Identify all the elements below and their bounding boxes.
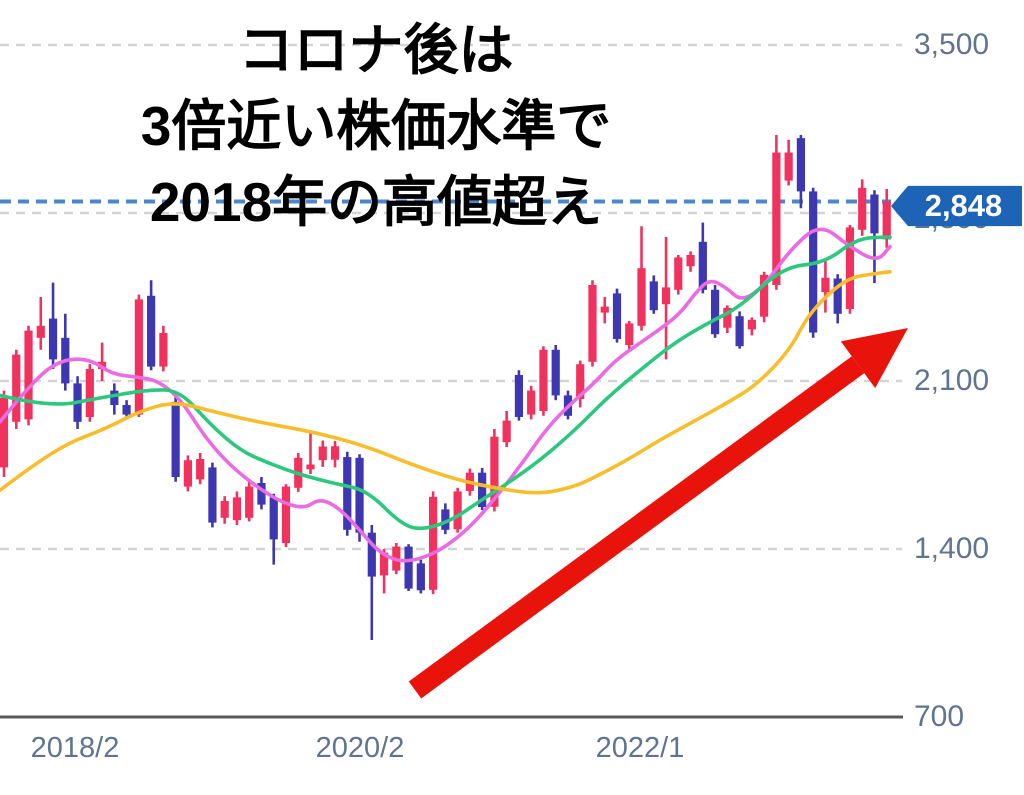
candle-body: [612, 293, 622, 339]
annotation-line-2: 3倍近い株価水準で: [140, 95, 612, 157]
candle-body: [404, 546, 413, 589]
candle-body: [330, 446, 340, 460]
ma-long-line: [0, 270, 892, 495]
candle-body: [355, 457, 364, 533]
candle-body: [232, 497, 242, 521]
candle-body: [723, 307, 732, 328]
candle-body: [12, 354, 21, 422]
candle-body: [48, 318, 58, 360]
candle-body: [171, 401, 180, 477]
current-price-badge: 2,848: [891, 185, 1022, 227]
y-axis-label: 3,500: [914, 28, 990, 61]
x-axis-label: 2020/2: [315, 732, 405, 764]
candle-body: [453, 491, 462, 530]
candle-body: [649, 281, 658, 311]
candle-body: [710, 289, 720, 335]
candle-body: [24, 330, 33, 420]
candle-body: [551, 349, 560, 396]
candle-body: [490, 436, 499, 507]
candle-body: [429, 496, 438, 590]
trend-arrow-shaft: [408, 356, 865, 699]
candle-body: [796, 138, 805, 192]
candle-body: [281, 486, 291, 543]
ma-short-line: [0, 227, 892, 563]
candle-body: [735, 316, 744, 347]
candle-body: [674, 257, 683, 290]
candle-body: [36, 325, 45, 338]
candle-body: [269, 497, 278, 540]
candle-body: [845, 227, 855, 309]
x-axis-label: 2018/2: [30, 732, 120, 764]
candle-body: [527, 390, 536, 415]
candle-body: [318, 446, 327, 461]
candle-body: [600, 306, 609, 313]
candle-body: [747, 319, 756, 330]
candle-body: [416, 563, 425, 591]
candle-body: [196, 459, 205, 480]
annotation-line-1: コロナ後は: [238, 19, 514, 81]
candle-body: [870, 194, 879, 234]
annotation-text: コロナ後は 3倍近い株価水準で 2018年の高値超え: [40, 12, 712, 240]
candle-body: [833, 278, 842, 314]
candle-body: [514, 375, 524, 417]
candle-body: [208, 467, 217, 523]
candle-body: [539, 349, 548, 411]
candle-body: [821, 277, 830, 293]
candle-body: [588, 285, 597, 362]
candle-body: [661, 287, 671, 305]
candle-body: [760, 274, 769, 317]
candle-body: [220, 501, 229, 518]
candle-body: [784, 152, 793, 181]
candle-body: [134, 299, 143, 415]
x-axis-label: 2022/1: [595, 732, 685, 764]
candle-body: [882, 201, 891, 240]
y-axis-label: 1,400: [914, 532, 990, 565]
candle-body: [306, 464, 315, 470]
candle-body: [343, 457, 352, 530]
candle-body: [122, 405, 131, 415]
candle-body: [625, 323, 634, 345]
candle-body: [858, 187, 867, 230]
candle-body: [502, 420, 511, 443]
annotation-line-3: 2018年の高値超え: [149, 171, 603, 233]
candle-body: [772, 152, 781, 285]
y-axis-label: 2,100: [914, 364, 990, 397]
candle-body: [686, 255, 695, 267]
candle-body: [85, 369, 94, 417]
candle-body: [257, 483, 266, 505]
candle-body: [441, 509, 450, 530]
candle-body: [379, 552, 389, 576]
y-axis-label: 700: [914, 700, 965, 733]
candle-body: [637, 268, 646, 326]
candle-body: [478, 472, 487, 507]
candle-body: [147, 295, 156, 367]
candle-body: [0, 397, 9, 468]
candle-body: [576, 364, 585, 399]
candle-body: [698, 241, 707, 290]
trend-arrow-head: [840, 328, 908, 389]
candle-body: [159, 333, 168, 367]
candle-body: [367, 532, 376, 577]
candle-body: [245, 486, 254, 518]
candle-body: [110, 390, 119, 405]
candle-body: [183, 460, 192, 487]
